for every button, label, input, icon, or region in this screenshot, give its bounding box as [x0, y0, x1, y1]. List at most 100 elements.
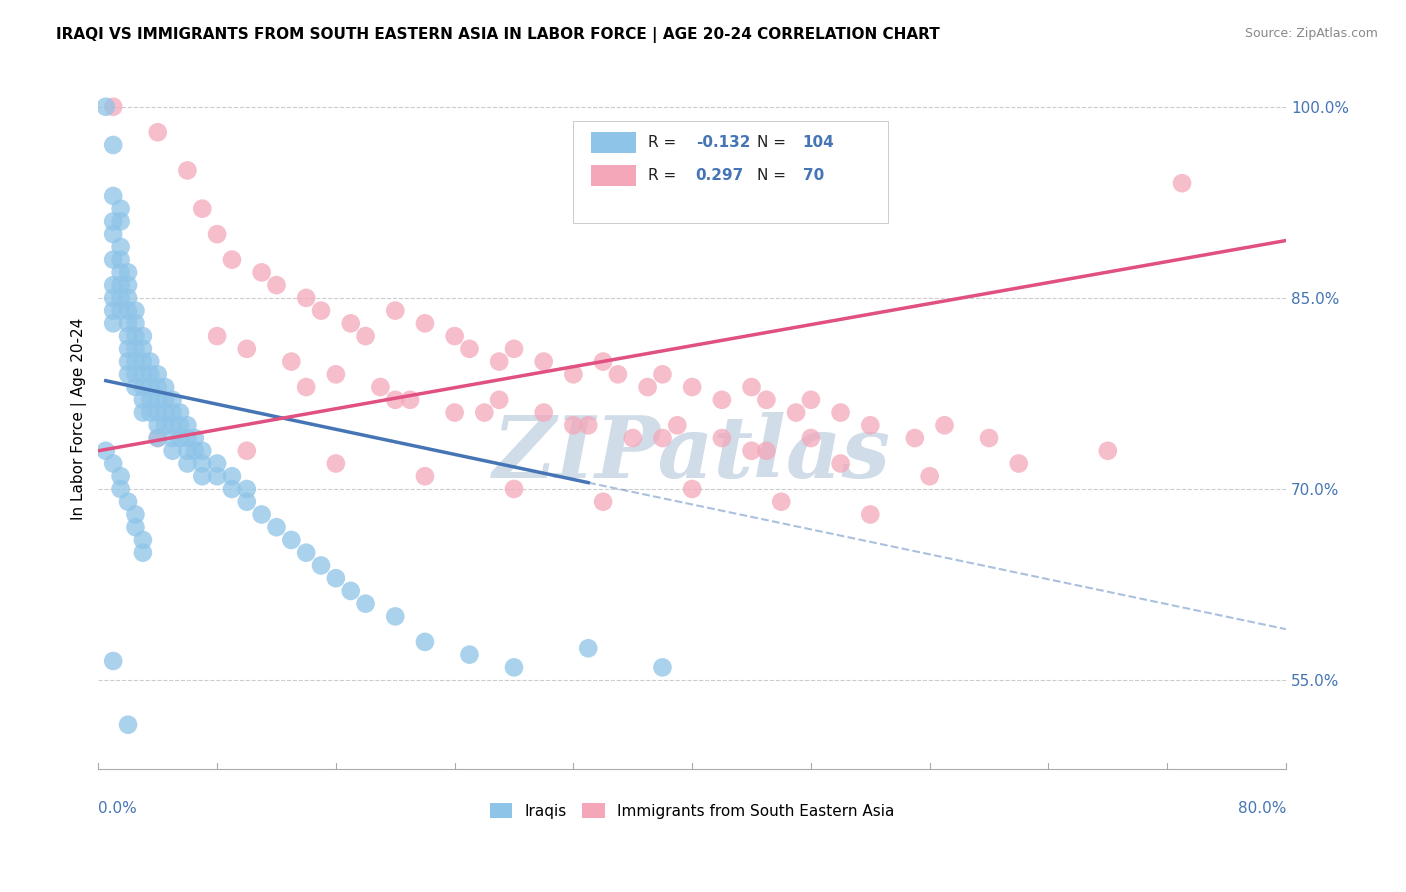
Point — [472, 405, 495, 419]
Point — [592, 494, 614, 508]
Point — [162, 405, 184, 419]
FancyBboxPatch shape — [574, 121, 889, 223]
Point — [413, 635, 436, 649]
Point — [124, 354, 146, 368]
Point — [309, 558, 332, 573]
Point — [146, 380, 169, 394]
Point — [146, 431, 169, 445]
Point — [132, 329, 155, 343]
Point — [354, 597, 377, 611]
Point — [110, 482, 132, 496]
Point — [236, 482, 259, 496]
Point — [103, 457, 125, 471]
Point — [117, 329, 139, 343]
Point — [562, 368, 585, 382]
Point — [124, 329, 146, 343]
Point — [169, 431, 191, 445]
Point — [162, 443, 184, 458]
Point — [117, 265, 139, 279]
Point — [124, 303, 146, 318]
Point — [399, 392, 422, 407]
Point — [503, 482, 526, 496]
Point — [153, 380, 176, 394]
Point — [221, 252, 243, 267]
Point — [103, 278, 125, 293]
Point — [236, 443, 259, 458]
Point — [295, 546, 318, 560]
Point — [236, 342, 259, 356]
Point — [146, 405, 169, 419]
Point — [103, 291, 125, 305]
Point — [176, 443, 198, 458]
Point — [205, 329, 228, 343]
Point — [755, 392, 778, 407]
Point — [1008, 457, 1031, 471]
Point — [103, 654, 125, 668]
Point — [110, 202, 132, 216]
Point — [132, 368, 155, 382]
Point — [755, 443, 778, 458]
Text: ZIPatlas: ZIPatlas — [494, 412, 891, 496]
Point — [651, 368, 673, 382]
Point — [176, 457, 198, 471]
Point — [741, 380, 763, 394]
Point — [325, 571, 347, 585]
Point — [191, 457, 214, 471]
Text: 0.0%: 0.0% — [98, 801, 138, 816]
Point — [124, 520, 146, 534]
Point — [124, 342, 146, 356]
Point — [576, 641, 599, 656]
Point — [110, 252, 132, 267]
Point — [458, 648, 481, 662]
Point — [94, 100, 117, 114]
Point — [384, 392, 406, 407]
Point — [110, 214, 132, 228]
Point — [562, 418, 585, 433]
Point — [413, 469, 436, 483]
Point — [1171, 176, 1194, 190]
Legend: Iraqis, Immigrants from South Eastern Asia: Iraqis, Immigrants from South Eastern As… — [484, 797, 901, 825]
Point — [132, 380, 155, 394]
Text: 0.297: 0.297 — [696, 169, 744, 183]
Text: 70: 70 — [803, 169, 824, 183]
Y-axis label: In Labor Force | Age 20-24: In Labor Force | Age 20-24 — [72, 318, 87, 520]
Text: R =: R = — [648, 135, 682, 150]
Point — [117, 317, 139, 331]
Point — [503, 660, 526, 674]
Point — [117, 342, 139, 356]
Point — [533, 405, 555, 419]
Point — [681, 380, 703, 394]
Point — [325, 457, 347, 471]
Point — [191, 469, 214, 483]
Point — [117, 494, 139, 508]
Point — [110, 291, 132, 305]
Point — [139, 380, 162, 394]
Point — [132, 533, 155, 547]
Point — [139, 405, 162, 419]
Point — [191, 202, 214, 216]
Point — [488, 354, 510, 368]
Point — [458, 342, 481, 356]
Point — [339, 317, 361, 331]
Point — [176, 418, 198, 433]
Point — [176, 163, 198, 178]
Point — [443, 405, 465, 419]
Point — [162, 418, 184, 433]
Point — [94, 443, 117, 458]
Point — [117, 278, 139, 293]
Point — [592, 354, 614, 368]
Point — [309, 303, 332, 318]
Point — [785, 405, 807, 419]
Point — [124, 317, 146, 331]
Bar — [591, 132, 637, 153]
Point — [443, 329, 465, 343]
Point — [770, 494, 793, 508]
Point — [800, 392, 823, 407]
Point — [117, 303, 139, 318]
Point — [103, 138, 125, 153]
Point — [354, 329, 377, 343]
Point — [325, 368, 347, 382]
Point — [266, 278, 288, 293]
Text: Source: ZipAtlas.com: Source: ZipAtlas.com — [1244, 27, 1378, 40]
Point — [651, 431, 673, 445]
